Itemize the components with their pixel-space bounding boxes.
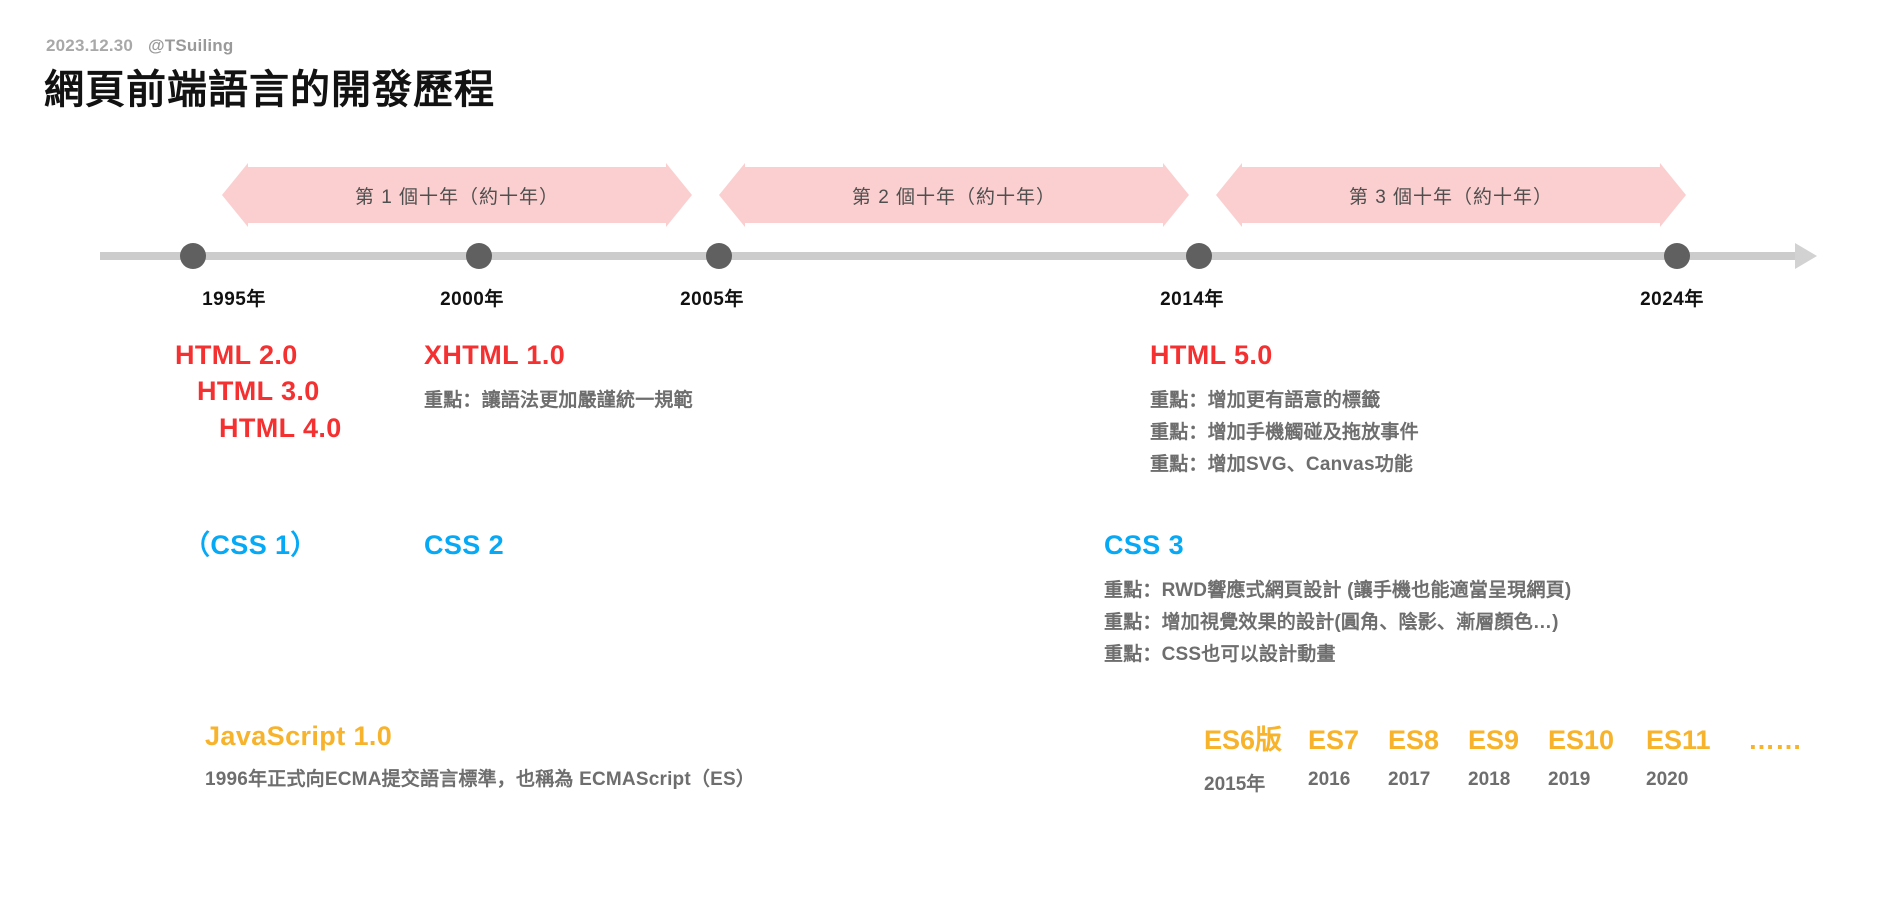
- ecmascript-version: ES6版: [1204, 725, 1283, 755]
- decade-arrow-1: 第 1 個十年（約十年）: [248, 167, 666, 223]
- ecmascript-year: 2016: [1308, 769, 1351, 790]
- ecmascript-year: 2020: [1646, 769, 1689, 790]
- css3-note: 重點：RWD響應式網頁設計 (讓手機也能適當呈現網頁): [1104, 580, 1572, 602]
- javascript-heading: JavaScript 1.0: [205, 721, 393, 751]
- ecmascript-version-row: ES6版 ES7 ES8 ES9 ES10 ES11 ……: [1204, 718, 1802, 757]
- ecmascript-version: ES8: [1388, 725, 1440, 755]
- xhtml-heading: XHTML 1.0: [424, 340, 566, 370]
- html5-note: 重點：增加手機觸碰及拖放事件: [1150, 422, 1419, 444]
- timeline-year-2014: 2014年: [1160, 289, 1224, 310]
- html5-group-2014: HTML 5.0 重點：增加更有語意的標籤 重點：增加手機觸碰及拖放事件 重點：…: [1150, 337, 1419, 481]
- html-version-item: HTML 4.0: [219, 412, 342, 443]
- timeline-dot-2000: [466, 243, 492, 269]
- ecmascript-version: ES7: [1308, 725, 1360, 755]
- publish-date: 2023.12.30: [46, 36, 134, 55]
- html-version-item: HTML 3.0: [197, 376, 320, 407]
- timeline-dot-2005: [706, 243, 732, 269]
- css2-group: CSS 2: [424, 527, 504, 563]
- javascript-note: 1996年正式向ECMA提交語言標準，也稱為 ECMAScript（ES）: [205, 769, 756, 791]
- ecmascript-year-row: 2015年 2016 2017 2018 2019 2020: [1204, 769, 1802, 796]
- timeline-axis: [100, 252, 1800, 260]
- ecmascript-version: ES10: [1548, 725, 1615, 755]
- ecmascript-year: 2017: [1388, 769, 1431, 790]
- xhtml-note: 重點：讓語法更加嚴謹統一規範: [424, 390, 693, 412]
- ecmascript-version: ES11: [1646, 725, 1711, 755]
- ecmascript-year: 2015年: [1204, 774, 1266, 795]
- timeline-dot-2024: [1664, 243, 1690, 269]
- css3-heading: CSS 3: [1104, 530, 1185, 560]
- timeline-year-2024: 2024年: [1640, 289, 1704, 310]
- css2-heading: CSS 2: [424, 530, 505, 560]
- ecmascript-year: 2019: [1548, 769, 1591, 790]
- css1-group: （CSS 1）: [183, 527, 318, 563]
- html5-note: 重點：增加更有語意的標籤: [1150, 390, 1381, 412]
- css3-note: 重點：CSS也可以設計動畫: [1104, 644, 1336, 666]
- timeline-dot-2014: [1186, 243, 1212, 269]
- timeline-dot-1995: [180, 243, 206, 269]
- javascript-group: JavaScript 1.0 1996年正式向ECMA提交語言標準，也稱為 EC…: [205, 718, 755, 796]
- decade-arrow-3: 第 3 個十年（約十年）: [1242, 167, 1660, 223]
- css3-group: CSS 3 重點：RWD響應式網頁設計 (讓手機也能適當呈現網頁) 重點：增加視…: [1104, 527, 1571, 671]
- author-handle: @TSuiling: [148, 36, 234, 55]
- decade-arrow-2: 第 2 個十年（約十年）: [745, 167, 1163, 223]
- meta-line: 2023.12.30 @TSuiling: [46, 36, 233, 56]
- timeline-arrow-head-icon: [1795, 243, 1817, 269]
- ecmascript-version: ES9: [1468, 725, 1520, 755]
- html-versions-1995: HTML 2.0 HTML 3.0 HTML 4.0: [175, 337, 342, 446]
- html-version-item: HTML 2.0: [175, 340, 298, 370]
- decade-label: 第 3 個十年（約十年）: [1348, 186, 1554, 208]
- ecmascript-year: 2018: [1468, 769, 1511, 790]
- css1-heading: （CSS 1）: [183, 530, 318, 560]
- decade-label: 第 2 個十年（約十年）: [851, 186, 1057, 208]
- html5-heading: HTML 5.0: [1150, 340, 1273, 370]
- timeline-year-1995: 1995年: [202, 289, 266, 310]
- xhtml-group-2000: XHTML 1.0 重點：讓語法更加嚴謹統一規範: [424, 337, 693, 417]
- page-title: 網頁前端語言的開發歷程: [44, 68, 495, 112]
- html5-note: 重點：增加SVG、Canvas功能: [1150, 454, 1414, 476]
- decade-label: 第 1 個十年（約十年）: [354, 186, 560, 208]
- timeline-year-2000: 2000年: [440, 289, 504, 310]
- ecmascript-group: ES6版 ES7 ES8 ES9 ES10 ES11 …… 2015年 2016…: [1204, 718, 1802, 796]
- ecmascript-version-ellipsis: ……: [1748, 725, 1802, 755]
- css3-note: 重點：增加視覺效果的設計(圓角、陰影、漸層顏色…): [1104, 612, 1559, 634]
- timeline-year-2005: 2005年: [680, 289, 744, 310]
